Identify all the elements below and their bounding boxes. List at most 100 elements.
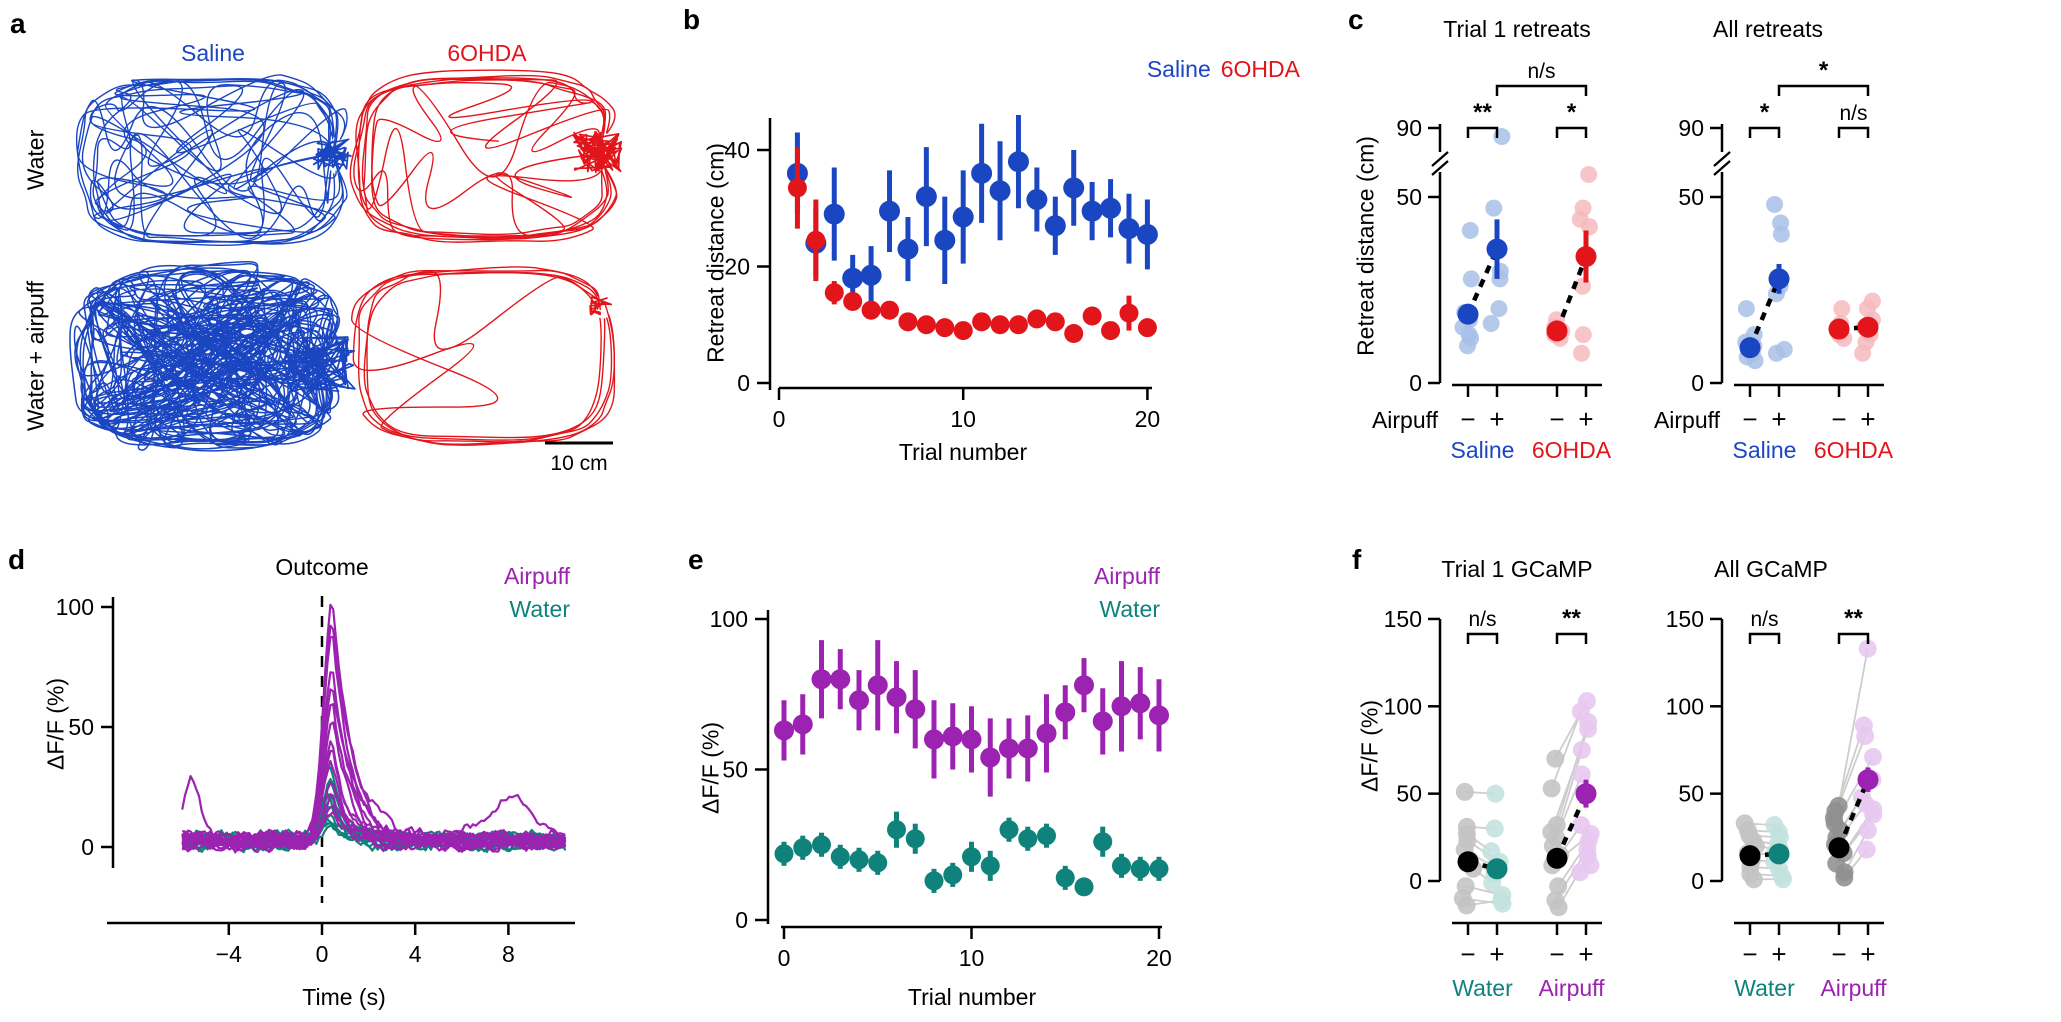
sig-label: n/s [1839, 102, 1867, 125]
trajectory-trace [93, 271, 321, 443]
gcamp-trace-airpuff [181, 671, 567, 851]
scatter-point [1485, 199, 1503, 217]
airpuff-sign-label: − [1742, 404, 1757, 434]
pair-line [1837, 648, 1869, 807]
mean-point [1546, 847, 1568, 869]
data-point [935, 318, 955, 338]
d-legend-water: Water [509, 596, 571, 622]
scatter-point [1492, 891, 1511, 910]
axis-break-mark [1713, 160, 1731, 176]
data-point [867, 675, 888, 696]
scatter-point [1461, 221, 1479, 239]
sig-bracket [1466, 126, 1499, 138]
b-y-tick-label: 20 [724, 254, 750, 280]
data-point [898, 312, 918, 332]
e-x-tick-label: 20 [1146, 945, 1172, 971]
e-legend-water: Water [1099, 596, 1161, 622]
e-y-tick-label: 0 [735, 907, 748, 933]
data-point [1045, 312, 1065, 332]
pair-line [1550, 711, 1582, 789]
scatter-point [1766, 195, 1784, 213]
d-legend: Airpuff Water [410, 560, 570, 626]
scatter-point [1490, 300, 1508, 318]
scatter-point [1772, 225, 1790, 243]
scatter-point [1482, 314, 1500, 332]
mean-point [1546, 320, 1568, 342]
f-y-axis-label: ΔF/F (%) [1356, 699, 1383, 793]
mean-connector [1554, 792, 1589, 860]
data-point [774, 844, 794, 864]
d-legend-airpuff: Airpuff [503, 563, 570, 589]
scatter-point [1744, 870, 1763, 889]
scatter-point [1455, 782, 1474, 801]
airpuff-sign-label: − [1831, 404, 1846, 434]
data-point [1008, 315, 1028, 335]
scatter-point [1486, 784, 1505, 803]
scatter-point [1833, 300, 1851, 318]
f-title-all-gcamp: All GCaMP [1714, 556, 1828, 582]
trajectory-trace [357, 271, 613, 441]
gcamp-trace-airpuff [181, 793, 566, 853]
data-point [971, 162, 993, 184]
b-x-tick-label: 20 [1135, 406, 1161, 432]
airpuff-sign-label: − [1460, 939, 1475, 969]
group-label-6ohda: 6OHDA [1532, 437, 1612, 463]
data-point [1007, 151, 1029, 173]
data-point [792, 714, 813, 735]
data-point [842, 267, 864, 289]
data-point [999, 738, 1019, 759]
sig-label: n/s [1468, 608, 1496, 631]
data-point [934, 229, 956, 251]
scatter-point [1549, 877, 1568, 896]
d-outcome-annotation: Outcome [275, 554, 369, 580]
airpuff-row-label: Airpuff [1654, 407, 1721, 433]
data-point [1082, 306, 1102, 326]
c-y-tick-label: 90 [1396, 115, 1422, 141]
scatter-point [1546, 749, 1565, 768]
mean-point [1739, 337, 1761, 359]
data-point [879, 200, 901, 222]
airpuff-sign-label: − [1549, 939, 1564, 969]
c-title-all-retreats: All retreats [1713, 16, 1823, 42]
airpuff-sign-label: + [1771, 939, 1786, 969]
scatter-point [1579, 720, 1598, 739]
mean-point [1486, 238, 1508, 260]
d-x-tick-label: −4 [216, 941, 242, 967]
mean-point [1857, 316, 1879, 338]
airpuff-row-label: Airpuff [1372, 407, 1439, 433]
sig-label: * [1567, 99, 1577, 126]
data-point [861, 300, 881, 320]
scatter-point [1458, 337, 1476, 355]
data-point [952, 206, 974, 228]
sig-bracket [1837, 126, 1870, 138]
data-point [1111, 696, 1132, 717]
scatter-point [1491, 270, 1509, 288]
e-legend-airpuff: Airpuff [1093, 563, 1160, 589]
group-label-water: Water [1452, 975, 1513, 1001]
data-point [953, 321, 973, 341]
d-x-tick-label: 4 [409, 941, 422, 967]
scatter-point [1864, 747, 1883, 766]
trajectory-trace [77, 82, 348, 244]
data-point [1130, 859, 1150, 879]
f-y-tick-label: 50 [1678, 781, 1704, 807]
trajectory-trace [81, 288, 334, 449]
nest-scribble [312, 138, 352, 171]
trajectory-trace [353, 78, 618, 241]
e-series-water [774, 811, 1169, 897]
e-legend: Airpuff Water [1000, 560, 1160, 626]
data-point [1136, 223, 1158, 245]
airpuff-sign-label: + [1771, 404, 1786, 434]
data-point [972, 312, 992, 332]
d-x-axis-label: Time (s) [302, 984, 386, 1010]
panel-letter-a: a [10, 8, 26, 39]
scatter-point [1854, 344, 1872, 362]
data-point [887, 820, 906, 840]
trajectory-trace [371, 81, 606, 236]
airpuff-sign-label: + [1860, 404, 1875, 434]
scatter-point [1572, 765, 1591, 784]
data-point [823, 203, 845, 225]
